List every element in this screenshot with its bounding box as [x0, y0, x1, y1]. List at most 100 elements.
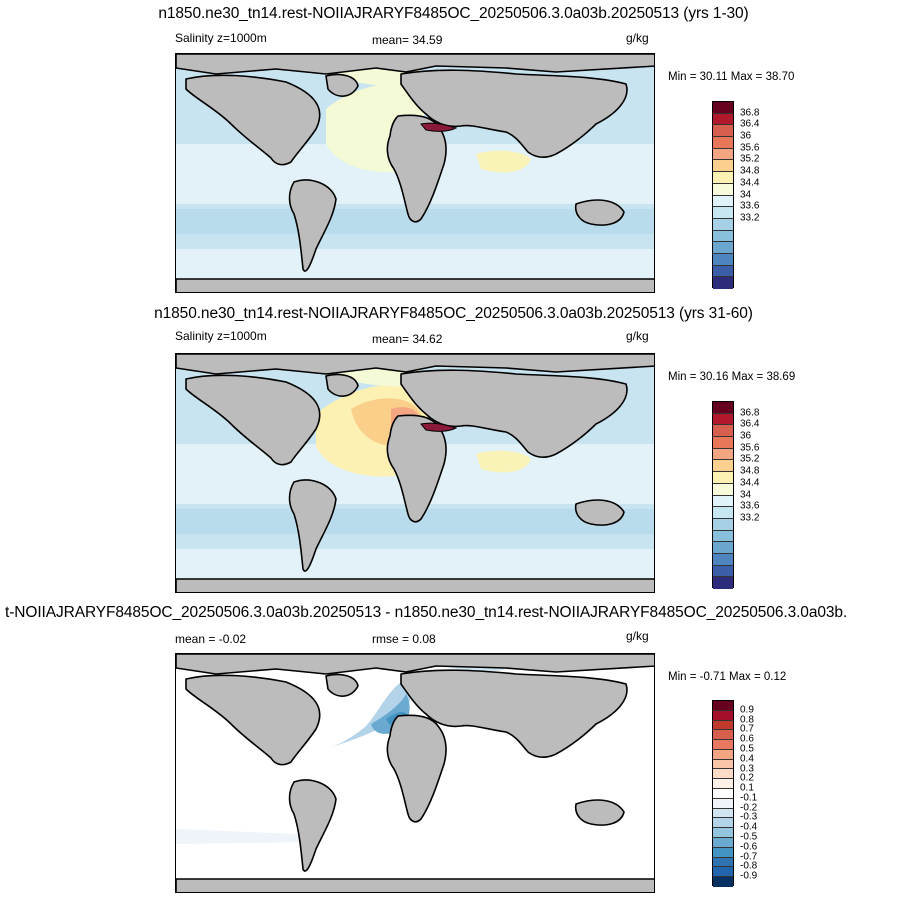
colorbar-swatch — [713, 448, 733, 461]
colorbar-tick-label: -0.6 — [740, 841, 758, 853]
world-map — [175, 353, 655, 593]
units-label: g/kg — [626, 629, 649, 643]
colorbar-tick-label: 35.2 — [740, 153, 760, 165]
colorbar-swatch — [713, 779, 733, 790]
colorbar — [712, 401, 734, 589]
colorbar-swatch — [713, 183, 733, 196]
colorbar-swatch — [713, 710, 733, 721]
colorbar-swatch — [713, 277, 733, 289]
colorbar-swatch — [713, 740, 733, 750]
colorbar-tick-label: 36.8 — [740, 407, 760, 419]
colorbar-tick-label: 33.6 — [740, 200, 760, 212]
colorbar-tick-label: -0.8 — [740, 860, 758, 872]
map-svg — [176, 654, 654, 892]
min-max-label: Min = 30.16 Max = 38.69 — [668, 371, 796, 383]
colorbar-tick-label: 36 — [740, 430, 752, 442]
colorbar-swatch — [713, 425, 733, 438]
map-svg — [176, 354, 654, 592]
colorbar-tick-label: -0.5 — [740, 831, 758, 843]
colorbar-tick-label: 34 — [740, 189, 752, 200]
colorbar-tick-label: 33.6 — [740, 500, 760, 512]
colorbar-tick-label: -0.1 — [740, 792, 758, 804]
field-label: Salinity z=1000m — [175, 329, 267, 343]
colorbar-tick-label: 0.2 — [740, 772, 754, 784]
colorbar-swatch — [713, 402, 733, 414]
colorbar-swatch — [713, 160, 733, 173]
colorbar-swatch — [713, 730, 733, 741]
colorbar-swatch — [713, 495, 733, 508]
colorbar-tick-label: 33.2 — [740, 212, 760, 224]
colorbar — [712, 101, 734, 289]
colorbar-tick-label: 35.2 — [740, 453, 760, 465]
rmse-label: rmse = 0.08 — [372, 632, 436, 646]
colorbar-swatch — [713, 113, 733, 126]
colorbar-swatch — [713, 125, 733, 138]
colorbar-tick-label: 33.2 — [740, 512, 760, 524]
colorbar-swatch — [713, 137, 733, 149]
mean-label: mean= 34.59 — [372, 33, 443, 47]
units-label: g/kg — [626, 31, 649, 45]
units-label: g/kg — [626, 329, 649, 343]
colorbar-tick-label: 0.7 — [740, 723, 754, 735]
colorbar-tick-label: 36.4 — [740, 418, 760, 430]
min-max-label: Min = -0.71 Max = 0.12 — [668, 671, 787, 683]
colorbar-tick-label: 0.1 — [740, 782, 754, 794]
colorbar-swatch — [713, 172, 733, 184]
colorbar-swatch — [713, 847, 733, 858]
colorbar-tick-label: 34.8 — [740, 165, 760, 177]
colorbar-swatch — [713, 789, 733, 799]
colorbar-tick-label: 34.8 — [740, 465, 760, 477]
colorbar-swatch — [713, 507, 733, 519]
colorbar-tick-label: 0.9 — [740, 704, 754, 716]
colorbar-swatch — [713, 701, 733, 711]
colorbar-tick-label: 0.3 — [740, 763, 754, 775]
colorbar-tick-label: -0.7 — [740, 851, 758, 863]
colorbar-swatch — [713, 542, 733, 554]
colorbar-swatch — [713, 759, 733, 770]
colorbar-swatch — [713, 218, 733, 231]
colorbar-tick-label: 34.4 — [740, 177, 760, 189]
colorbar-swatch — [713, 483, 733, 496]
colorbar-tick-label: 36 — [740, 130, 752, 142]
colorbar-swatch — [713, 148, 733, 161]
colorbar-swatch — [713, 565, 733, 578]
colorbar-tick-label: -0.9 — [740, 870, 758, 882]
colorbar-swatch — [713, 472, 733, 484]
map-svg — [176, 54, 654, 292]
panel-title: n1850.ne30_tn14.rest-NOIIAJRARYF8485OC_2… — [158, 5, 749, 22]
colorbar-swatch — [713, 577, 733, 589]
colorbar-swatch — [713, 720, 733, 731]
world-map — [175, 53, 655, 293]
colorbar-swatch — [713, 798, 733, 809]
colorbar-swatch — [713, 437, 733, 449]
colorbar-tick-label: 35.6 — [740, 442, 760, 454]
colorbar-tick-label: -0.4 — [740, 821, 758, 833]
colorbar-tick-label: 35.6 — [740, 142, 760, 154]
colorbar-tick-label: 0.6 — [740, 733, 754, 745]
colorbar-swatch — [713, 867, 733, 878]
colorbar-swatch — [713, 828, 733, 838]
colorbar-tick-label: 34.4 — [740, 477, 760, 489]
colorbar-swatch — [713, 195, 733, 208]
colorbar-swatch — [713, 253, 733, 266]
mean-label: mean = -0.02 — [175, 632, 247, 646]
colorbar — [712, 700, 734, 887]
colorbar-swatch — [713, 530, 733, 543]
colorbar-tick-label: -0.2 — [740, 802, 758, 814]
colorbar-tick-label: 36.4 — [740, 118, 760, 130]
min-max-label: Min = 30.11 Max = 38.70 — [668, 71, 795, 83]
colorbar-swatch — [713, 769, 733, 780]
colorbar-tick-label: 0.5 — [740, 743, 754, 755]
mean-label: mean= 34.62 — [372, 332, 443, 346]
colorbar-swatch — [713, 265, 733, 278]
colorbar-swatch — [713, 749, 733, 760]
colorbar-tick-label: 0.8 — [740, 714, 754, 726]
world-map — [175, 653, 655, 893]
colorbar-swatch — [713, 230, 733, 243]
field-label: Salinity z=1000m — [175, 31, 267, 45]
colorbar-swatch — [713, 242, 733, 254]
colorbar-tick-label: 36.8 — [740, 107, 760, 119]
colorbar-swatch — [713, 857, 733, 868]
panel-title: n1850.ne30_tn14.rest-NOIIAJRARYF8485OC_2… — [154, 305, 753, 322]
colorbar-swatch — [713, 460, 733, 473]
